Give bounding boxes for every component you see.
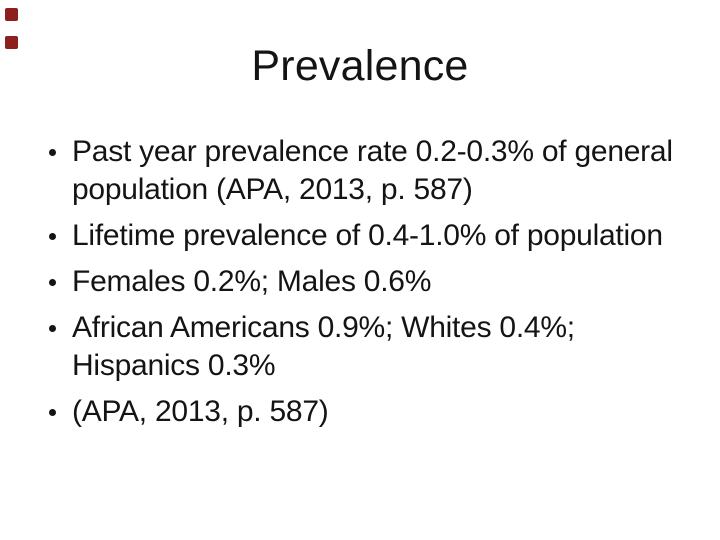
bullet-line: Past year prevalence rate 0.2-0.3% of ge…: [72, 135, 673, 168]
slide-title: Prevalence: [251, 42, 469, 90]
bullet-icon: [49, 409, 56, 416]
bullet-item: African Americans 0.9%; Whites 0.4%; His…: [44, 309, 692, 385]
bullet-item: Lifetime prevalence of 0.4-1.0% of popul…: [44, 217, 692, 255]
bullet-marker: [44, 393, 72, 416]
bullet-item: Females 0.2%; Males 0.6%: [44, 263, 692, 301]
corner-accent-square-icon: [5, 36, 18, 49]
corner-accent-square-icon: [5, 8, 18, 21]
bullet-marker: [44, 217, 72, 240]
bullet-icon: [49, 325, 56, 332]
bullet-line: (APA, 2013, p. 587): [72, 395, 329, 428]
bullet-line: African Americans 0.9%; Whites 0.4%;: [72, 311, 575, 344]
bullet-item: (APA, 2013, p. 587): [44, 393, 692, 431]
bullet-icon: [49, 279, 56, 286]
bullet-icon: [49, 149, 56, 156]
bullet-line: Hispanics 0.3%: [72, 349, 276, 382]
bullet-marker: [44, 263, 72, 286]
bullet-marker: [44, 133, 72, 156]
bullet-line: population (APA, 2013, p. 587): [72, 173, 473, 206]
bullet-line: Females 0.2%; Males 0.6%: [72, 265, 432, 298]
bullet-item: Past year prevalence rate 0.2-0.3% of ge…: [44, 133, 692, 209]
bullet-icon: [49, 233, 56, 240]
bullet-marker: [44, 309, 72, 332]
bullet-list: Past year prevalence rate 0.2-0.3% of ge…: [44, 133, 692, 439]
bullet-line: Lifetime prevalence of 0.4-1.0% of popul…: [72, 219, 663, 252]
